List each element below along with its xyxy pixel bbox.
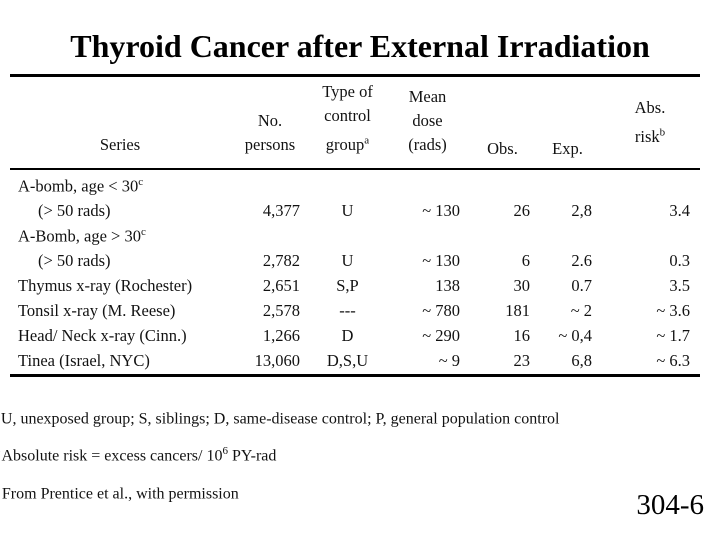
table-row: A-bomb, age < 30c <box>10 169 700 199</box>
series-cell: (> 50 rads) <box>38 201 111 220</box>
footnote-c-text: From Prentice et al., with permission <box>1 484 239 502</box>
obs-cell <box>470 224 535 249</box>
no-persons-cell <box>230 169 310 199</box>
exp-cell: 2.6 <box>571 251 592 270</box>
table-row: Tinea (Israel, NYC) 13,060 D,S,U ~ 9 23 … <box>10 349 700 376</box>
abs-risk-cell: 3.5 <box>669 276 690 295</box>
table-header: Series No. persons Type of control group… <box>10 75 700 170</box>
mean-dose-cell <box>385 224 470 249</box>
no-persons-cell: 13,060 <box>254 351 300 370</box>
exp-cell: 0.7 <box>571 276 592 295</box>
no-persons-cell: 2,651 <box>262 276 300 295</box>
series-cell: Thymus x-ray (Rochester) <box>18 276 193 295</box>
table-row: Head/ Neck x-ray (Cinn.) 1,266 D ~ 290 1… <box>10 324 700 349</box>
mean-dose-cell: 138 <box>435 276 460 295</box>
series-cell: Head/ Neck x-ray (Cinn.) <box>18 326 187 345</box>
exp-cell: 2,8 <box>571 201 592 220</box>
obs-cell: 23 <box>513 351 531 370</box>
obs-cell: 16 <box>513 326 531 345</box>
mean-dose-cell: ~ 130 <box>422 201 460 220</box>
slide-number: 304-6 <box>636 489 704 521</box>
table-row: Thymus x-ray (Rochester) 2,651 S,P 138 3… <box>10 274 700 299</box>
series-cell: A-bomb, age < 30c <box>18 175 144 196</box>
mean-dose-cell <box>385 169 470 199</box>
footnote-c: cFrom Prentice et al., with permission <box>0 479 705 504</box>
no-persons-cell: 2,578 <box>262 301 300 320</box>
exp-cell <box>535 169 600 199</box>
table-row: (> 50 rads) 4,377 U ~ 130 26 2,8 3.4 <box>10 199 700 224</box>
table-body: A-bomb, age < 30c (> 50 rads) 4,377 U ~ … <box>10 169 700 376</box>
series-cell: A-Bomb, age > 30c <box>18 225 146 246</box>
obs-cell <box>470 169 535 199</box>
abs-risk-cell: ~ 6.3 <box>656 351 690 370</box>
control-group-cell: S,P <box>336 276 359 295</box>
control-group-cell: D <box>341 326 354 345</box>
footnote-b: bAbsolute risk = excess cancers/ 106 PY-… <box>0 441 705 466</box>
abs-risk-cell <box>600 224 700 249</box>
abs-risk-cell: ~ 3.6 <box>656 301 690 320</box>
col-header-obs: Obs. <box>470 75 535 170</box>
exp-cell <box>535 224 600 249</box>
slide-title: Thyroid Cancer after External Irradiatio… <box>70 28 650 65</box>
control-group-cell <box>310 224 385 249</box>
table-row: Tonsil x-ray (M. Reese) 2,578 --- ~ 780 … <box>10 299 700 324</box>
footnote-a: aU, unexposed group; S, siblings; D, sam… <box>0 404 705 429</box>
control-group-cell: U <box>341 201 354 220</box>
no-persons-cell: 1,266 <box>262 326 300 345</box>
obs-cell: 26 <box>513 201 531 220</box>
control-group-cell: D,S,U <box>326 351 369 370</box>
footnote-ref-b: b <box>659 126 666 138</box>
footnote-a-text: U, unexposed group; S, siblings; D, same… <box>0 410 560 428</box>
obs-cell: 6 <box>521 251 530 270</box>
exp-cell: ~ 0,4 <box>558 326 592 345</box>
footnote-ref-c: c <box>140 225 146 238</box>
abs-risk-cell: 0.3 <box>669 251 690 270</box>
col-header-exp: Exp. <box>535 75 600 170</box>
no-persons-cell: 4,377 <box>262 201 300 220</box>
col-header-control-group: Type of control groupa <box>310 75 385 170</box>
col-header-series: Series <box>10 75 230 170</box>
superscript-6: 6 <box>222 445 228 458</box>
table-row: A-Bomb, age > 30c <box>10 224 700 249</box>
obs-cell: 30 <box>513 276 531 295</box>
no-persons-cell: 2,782 <box>262 251 300 270</box>
table-row: (> 50 rads) 2,782 U ~ 130 6 2.6 0.3 <box>10 249 700 274</box>
mean-dose-cell: ~ 780 <box>422 301 460 320</box>
col-header-no-persons: No. persons <box>230 75 310 170</box>
footnote-marker-b: b <box>0 441 1 462</box>
mean-dose-cell: ~ 130 <box>422 251 460 270</box>
series-cell: Tonsil x-ray (M. Reese) <box>18 301 176 320</box>
footnotes: aU, unexposed group; S, siblings; D, sam… <box>0 404 705 516</box>
irradiation-table: Series No. persons Type of control group… <box>10 74 700 377</box>
abs-risk-cell: 3.4 <box>669 201 690 220</box>
abs-risk-cell <box>600 169 700 199</box>
control-group-cell: --- <box>339 301 356 320</box>
series-cell: Tinea (Israel, NYC) <box>18 351 150 370</box>
control-group-cell: U <box>341 251 354 270</box>
exp-cell: ~ 2 <box>570 301 592 320</box>
footnote-b-text-prefix: Absolute risk = excess cancers/ 10 <box>1 447 223 465</box>
footnote-ref-c: c <box>138 175 144 188</box>
abs-risk-cell: ~ 1.7 <box>656 326 690 345</box>
mean-dose-cell: ~ 9 <box>438 351 460 370</box>
series-cell: (> 50 rads) <box>38 251 111 270</box>
control-group-cell <box>310 169 385 199</box>
no-persons-cell <box>230 224 310 249</box>
footnote-ref-a: a <box>364 134 370 146</box>
footnote-b-text-suffix: PY-rad <box>227 447 277 465</box>
obs-cell: 181 <box>505 301 530 320</box>
col-header-mean-dose: Mean dose (rads) <box>385 75 470 170</box>
exp-cell: 6,8 <box>571 351 592 370</box>
col-header-abs-risk: Abs. riskb <box>600 75 700 170</box>
mean-dose-cell: ~ 290 <box>422 326 460 345</box>
